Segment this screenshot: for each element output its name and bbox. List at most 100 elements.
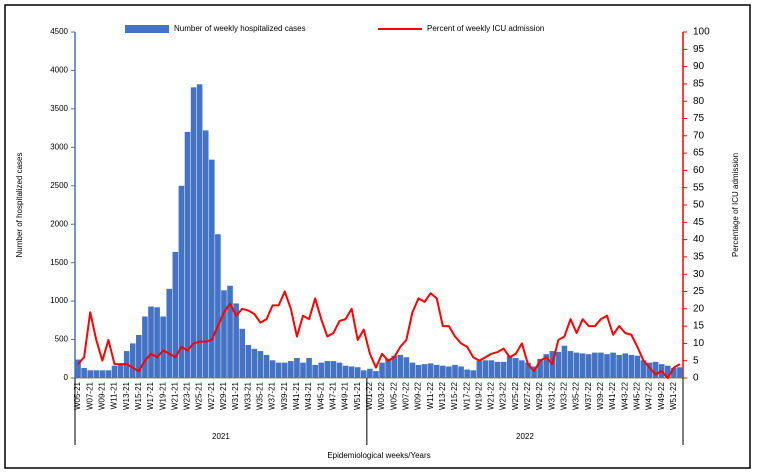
- bar: [324, 361, 331, 378]
- bar: [209, 159, 215, 378]
- bar: [373, 371, 379, 378]
- bar: [129, 343, 136, 378]
- bar: [628, 354, 635, 378]
- y-tick-label: 2000: [50, 219, 68, 228]
- bar: [458, 366, 464, 378]
- bar: [233, 303, 239, 378]
- y2-tick-label: 20: [693, 303, 705, 314]
- x-tick-label: W23-22: [499, 381, 508, 410]
- legend-label: Number of weekly hospitalized cases: [174, 24, 306, 33]
- x-tick-label: W05-22: [389, 381, 398, 410]
- x-tick-label: W37-21: [268, 381, 277, 410]
- x-tick-label: W25-21: [195, 381, 204, 410]
- bar: [202, 130, 209, 378]
- frame: [4, 4, 751, 469]
- bar: [336, 362, 343, 378]
- y2-tick-label: 95: [693, 44, 705, 55]
- bar: [494, 361, 501, 378]
- x-tick-label: W41-22: [608, 381, 617, 410]
- x-tick-label: W13-22: [438, 381, 447, 410]
- bar: [142, 316, 148, 378]
- bar: [342, 365, 349, 378]
- x-tick-label: W33-21: [243, 381, 252, 410]
- bar: [166, 288, 173, 378]
- x-tick-label: W35-22: [572, 381, 581, 410]
- bar: [263, 354, 270, 378]
- y2-tick-label: 65: [693, 148, 705, 159]
- bar: [616, 354, 622, 378]
- bar: [677, 367, 683, 378]
- y2-tick-label: 70: [693, 130, 705, 141]
- bar: [427, 363, 434, 378]
- y2-tick-label: 75: [693, 113, 705, 124]
- bar: [117, 364, 124, 378]
- y2-tick-label: 50: [693, 200, 705, 211]
- bar: [154, 307, 160, 378]
- bar: [330, 361, 337, 378]
- x-tick-label: W33-22: [560, 381, 569, 410]
- bar: [513, 358, 519, 378]
- bar: [190, 87, 197, 379]
- bar: [640, 360, 647, 378]
- bar: [87, 370, 93, 378]
- bar: [531, 366, 537, 378]
- x-tick-label: W41-21: [292, 381, 301, 410]
- bar: [269, 360, 276, 378]
- y-tick-label: 4000: [50, 66, 68, 75]
- y-tick-label: 500: [55, 335, 69, 344]
- y-tick-label: 1000: [50, 296, 68, 305]
- group-label: 2021: [212, 432, 230, 441]
- bar: [160, 316, 166, 378]
- y-tick-label: 1500: [50, 258, 68, 267]
- y2-tick-label: 35: [693, 252, 705, 263]
- bar: [604, 354, 610, 378]
- bar: [440, 365, 446, 378]
- bar: [288, 361, 294, 378]
- x-tick-label: W29-22: [535, 381, 544, 410]
- y2-tick-label: 0: [693, 373, 699, 384]
- x-tick-label: W19-21: [158, 381, 167, 410]
- x-tick-label: W07-22: [401, 381, 410, 410]
- x-tick-label: W07-21: [85, 381, 94, 410]
- y2-tick-label: 10: [693, 338, 705, 349]
- x-tick-label: W29-21: [219, 381, 228, 410]
- bar: [409, 362, 416, 378]
- y2-tick-label: 25: [693, 286, 705, 297]
- bar: [519, 360, 525, 378]
- x-tick-label: W21-21: [170, 381, 179, 410]
- bar: [196, 84, 203, 378]
- y2-tick-label: 55: [693, 182, 705, 193]
- x-tick-label: W15-22: [450, 381, 459, 410]
- bar: [561, 345, 568, 378]
- y-tick-label: 4500: [50, 27, 68, 36]
- bar: [391, 355, 397, 378]
- bar: [75, 359, 81, 378]
- y2-tick-label: 40: [693, 234, 705, 245]
- bar: [397, 354, 404, 378]
- x-tick-label: W15-21: [134, 381, 143, 410]
- bar: [652, 361, 659, 378]
- y2-tick-label: 80: [693, 96, 705, 107]
- x-tick-label: W39-21: [280, 381, 289, 410]
- y-tick-label: 2500: [50, 181, 68, 190]
- bar: [464, 369, 470, 378]
- x-axis-title: Epidemiological weeks/Years: [327, 451, 430, 460]
- bar: [500, 361, 507, 378]
- bar: [281, 362, 288, 378]
- bar: [452, 364, 458, 378]
- bar: [148, 306, 154, 378]
- bar: [421, 364, 428, 378]
- legend-swatch: [125, 25, 169, 33]
- x-tick-label: W05-21: [73, 381, 82, 410]
- bar: [136, 334, 142, 378]
- y2-axis-title: Percentage of ICU admission: [731, 153, 740, 257]
- y2-tick-label: 30: [693, 269, 705, 280]
- x-tick-label: W27-22: [523, 381, 532, 410]
- x-tick-label: W19-22: [474, 381, 483, 410]
- bar: [634, 355, 641, 378]
- bar: [257, 351, 264, 378]
- bar: [567, 351, 574, 378]
- x-tick-label: W27-21: [207, 381, 216, 410]
- x-tick-label: W51-22: [669, 381, 678, 410]
